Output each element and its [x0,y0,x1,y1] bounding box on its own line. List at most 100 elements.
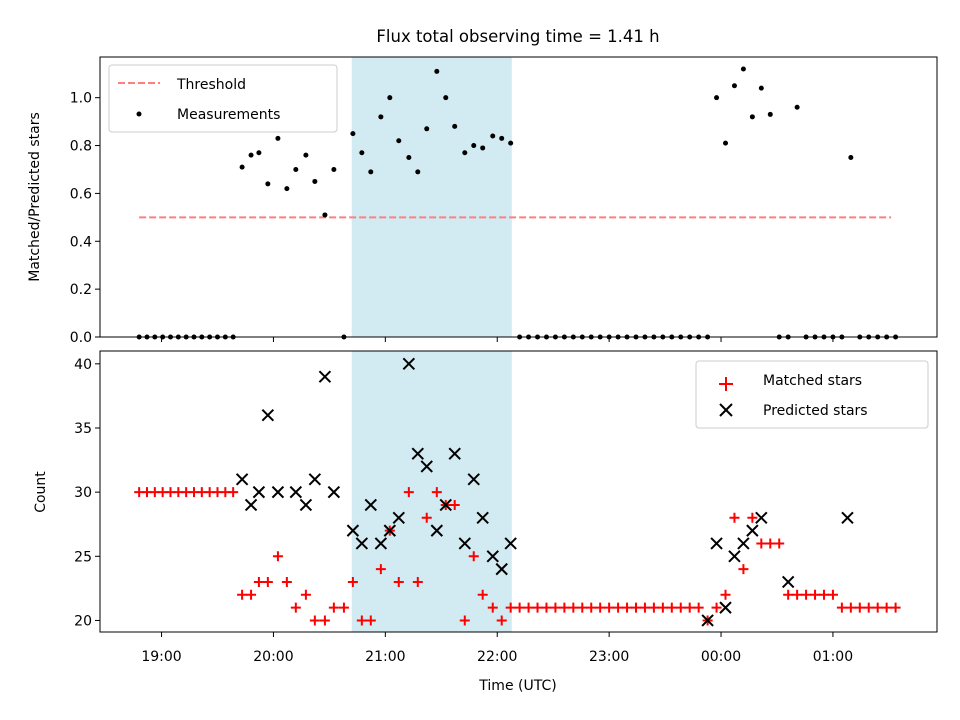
matched-star-marker [532,602,543,613]
top-highlight-span [351,57,512,337]
predicted-star-marker [299,498,313,512]
legend-threshold-label: Threshold [176,77,246,93]
predicted-star-marker [261,408,275,422]
matched-star-marker [783,589,794,600]
measurement-point [256,150,262,156]
matched-star-marker [568,602,579,613]
measurement-point [740,66,746,72]
matched-star-marker [505,602,516,613]
matched-star-marker [309,615,320,626]
measurement-point [731,83,737,89]
legend-matched-label: Matched stars [763,373,862,389]
measurement-point [415,169,421,175]
matched-star-marker [559,602,570,613]
matched-star-marker [523,602,534,613]
matched-star-marker [648,602,659,613]
matched-star-marker [666,602,677,613]
predicted-star-marker [458,537,471,550]
matched-star-marker [272,551,283,562]
x-tick-label: 00:00 [701,649,741,665]
matched-star-marker [253,576,264,587]
top-legend-box [108,64,338,133]
matched-star-marker [347,576,358,587]
legend-predicted-label: Predicted stars [763,403,868,419]
predicted-star-marker [402,357,416,371]
predicted-star-marker [495,562,508,576]
top-y-tick-label: 0.2 [70,282,92,298]
matched-star-marker [693,602,704,613]
top-y-tick-label: 1.0 [70,91,92,107]
bottom-y-tick-label: 30 [74,485,92,501]
matched-star-marker [738,564,749,575]
measurement-point [490,133,496,139]
x-tick-label: 20:00 [253,649,293,665]
measurement-point [848,155,854,161]
predicted-star-marker [728,550,741,563]
legend-matched-swatch [719,377,733,391]
matched-star-marker [872,602,883,613]
matched-star-marker [365,615,376,626]
matched-star-marker [604,602,615,613]
measurement-point [293,166,299,172]
matched-star-marker [300,589,311,600]
predicted-star-marker [710,537,723,550]
x-tick-label: 21:00 [365,649,405,665]
predicted-star-marker [476,511,489,525]
matched-star-marker [747,512,758,523]
legend-predicted-swatch [719,403,733,417]
predicted-star-marker [374,537,388,550]
x-tick-label: 01:00 [813,649,853,665]
matched-star-marker [550,602,561,613]
matched-star-marker [496,615,507,626]
matched-star-marker [756,538,767,549]
bottom-legend-box [695,360,929,429]
matched-star-marker [477,589,488,600]
predicted-star-marker [392,511,405,525]
predicted-star-marker [755,511,768,525]
measurement-point [312,178,318,184]
matched-star-marker [595,602,606,613]
measurement-point [387,95,393,101]
predicted-star-marker [420,460,433,473]
predicted-star-marker [701,614,714,627]
matched-star-marker [765,538,776,549]
predicted-star-marker [439,498,452,512]
matched-star-marker [403,487,414,498]
measurement-point [275,135,281,141]
predicted-star-marker [467,473,480,486]
matched-star-marker [541,602,552,613]
matched-star-marker [421,512,432,523]
predicted-star-marker [252,485,266,499]
x-tick-label: 22:00 [477,649,517,665]
predicted-star-marker [486,550,499,563]
predicted-star-marker [308,473,322,486]
matched-star-marker [468,551,479,562]
bottom-data-layer [134,357,901,627]
top-legend: Threshold Measurements [108,64,338,133]
bottom-y-tick-label: 35 [74,421,92,437]
bottom-panel: 20 25 30 35 40 19:00 20:00 21:00 22:00 23:00 00:0… [33,350,938,694]
predicted-star-marker [430,524,444,537]
measurement-point [331,166,337,172]
matched-star-marker [845,602,856,613]
top-data-layer [136,66,899,340]
matched-star-marker [356,615,367,626]
bottom-y-tick-label: 40 [74,357,92,373]
matched-star-marker [393,576,404,587]
bottom-y-axis-label: Count [33,471,49,513]
legend-measurements-swatch [136,111,142,117]
matched-star-marker [792,589,803,600]
matched-star-marker [881,602,892,613]
matched-star-marker [827,589,838,600]
matched-star-marker [412,576,423,587]
matched-star-marker [729,512,740,523]
measurement-point [471,143,477,149]
bottom-y-ticks: 20 25 30 35 40 [74,357,100,629]
matched-star-marker [854,602,865,613]
measurement-point [248,152,254,158]
matched-star-marker [487,602,498,613]
matched-star-marker [774,538,785,549]
matched-star-marker [836,602,847,613]
predicted-star-marker [289,485,303,499]
matched-star-marker [890,602,901,613]
